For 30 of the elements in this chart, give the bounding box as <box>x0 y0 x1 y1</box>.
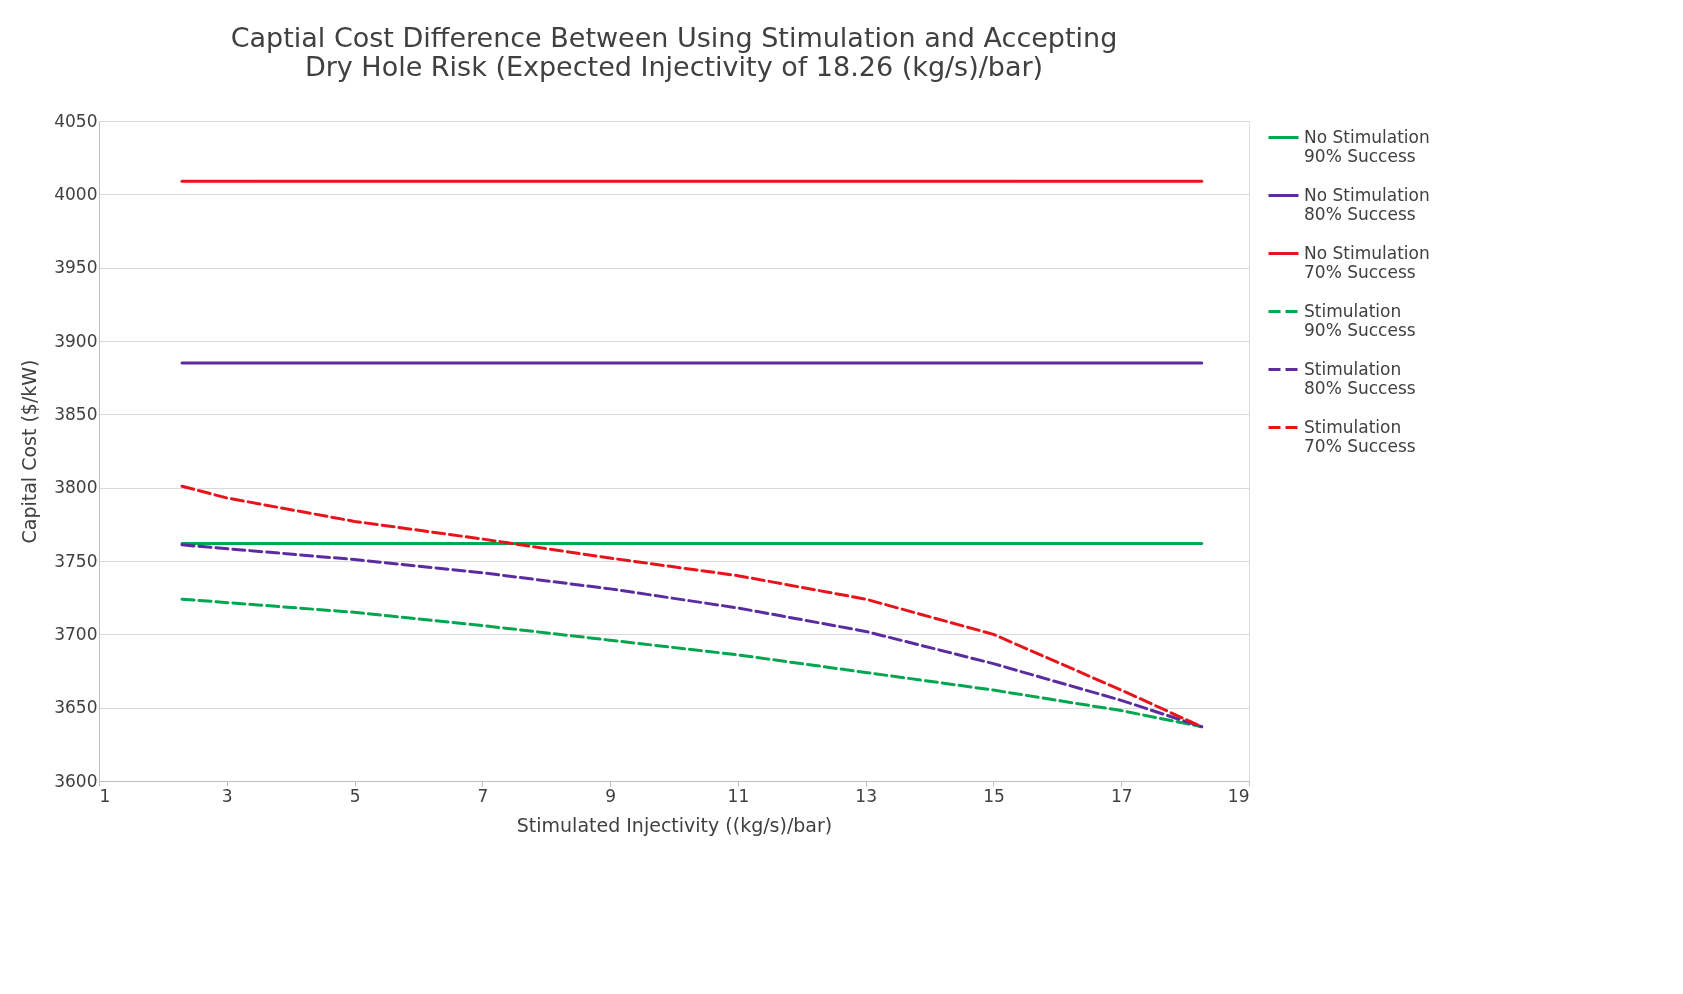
x-tick-label: 5 <box>349 785 361 806</box>
y-tick-label: 3850 <box>54 403 98 424</box>
chart-title: Captial Cost Difference Between Using Stimulation and Accepting Dry Hole Risk (Expected Injectivity of 18.26 (kg/s)/bar) <box>230 22 1118 82</box>
legend-label: Stimulation 80% Success <box>1304 358 1416 398</box>
x-tick-label: 15 <box>983 785 1005 806</box>
y-tick-label: 3650 <box>54 697 98 718</box>
y-tick-label: 3750 <box>54 550 98 571</box>
x-tick-label: 3 <box>221 785 233 806</box>
x-axis-title: Stimulated Injectivity ((kg/s)/bar) <box>516 813 833 836</box>
y-tick-label: 4050 <box>54 110 98 131</box>
x-tick-label: 1 <box>99 785 111 806</box>
x-tick-label: 7 <box>477 785 489 806</box>
legend-label: Stimulation 70% Success <box>1304 416 1416 456</box>
legend-label: No Stimulation 90% Success <box>1304 126 1430 166</box>
line-series <box>180 543 1204 729</box>
y-tick-label: 3950 <box>54 257 98 278</box>
x-tick-label: 13 <box>855 785 877 806</box>
y-tick-label: 3800 <box>54 477 98 498</box>
y-axis-title: Capital Cost ($/kW) <box>18 359 41 544</box>
y-tick-label: 4000 <box>54 183 98 204</box>
legend-label: Stimulation 90% Success <box>1304 300 1416 340</box>
x-tick-label: 17 <box>1110 785 1133 806</box>
legend-label: No Stimulation 80% Success <box>1304 184 1430 224</box>
y-tick-label: 3900 <box>54 330 98 351</box>
y-tick-label: 3600 <box>54 770 98 791</box>
legend-label: No Stimulation 70% Success <box>1304 242 1430 282</box>
y-tick-label: 3700 <box>54 623 98 644</box>
x-tick-label: 19 <box>1227 785 1250 806</box>
x-tick-label: 9 <box>605 785 617 806</box>
x-tick-label: 11 <box>727 785 750 806</box>
